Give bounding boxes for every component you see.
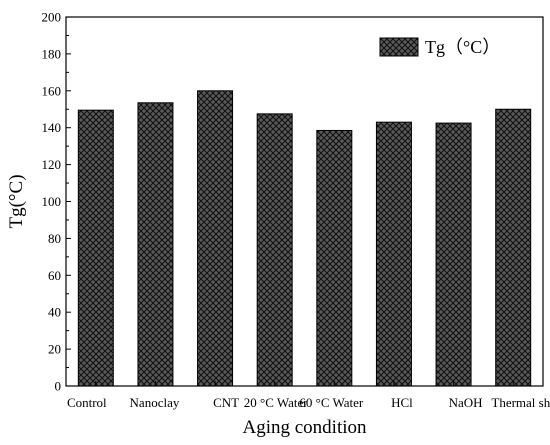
y-tick-label: 200 bbox=[42, 10, 62, 25]
x-axis-title: Aging condition bbox=[242, 417, 367, 438]
legend-label: Tg（°C） bbox=[425, 37, 500, 57]
y-tick-label: 160 bbox=[42, 83, 62, 98]
y-tick-label: 180 bbox=[42, 46, 62, 61]
x-tick-label: HCl bbox=[391, 395, 413, 410]
y-tick-label: 120 bbox=[42, 157, 62, 172]
y-axis: 0 20 40 60 80 100 120 140 160 180 200 bbox=[42, 10, 71, 394]
bar bbox=[375, 121, 412, 387]
y-tick-label: 140 bbox=[42, 120, 62, 135]
y-tick-label: 0 bbox=[55, 379, 62, 394]
x-tick-label: 60 °C Water bbox=[299, 395, 364, 410]
y-tick-label: 20 bbox=[48, 342, 61, 357]
bar bbox=[256, 113, 293, 387]
y-tick-label: 60 bbox=[48, 268, 61, 283]
x-tick-label: Nanoclay bbox=[130, 395, 180, 410]
bars-group bbox=[77, 90, 532, 387]
legend-swatch bbox=[379, 37, 419, 57]
x-tick-label: Thermal shock bbox=[491, 395, 550, 410]
y-tick-label: 100 bbox=[42, 194, 62, 209]
bar bbox=[316, 129, 353, 387]
y-axis-title: Tg(°C) bbox=[6, 174, 27, 228]
x-tick-label: Control bbox=[67, 395, 107, 410]
x-tick-label: CNT bbox=[213, 395, 239, 410]
x-tick-label: 20 °C Water bbox=[244, 395, 309, 410]
legend: Tg（°C） bbox=[379, 37, 500, 57]
x-tick-label: NaOH bbox=[449, 395, 483, 410]
bar bbox=[197, 90, 234, 387]
bar bbox=[435, 122, 472, 387]
bar bbox=[137, 102, 174, 387]
y-tick-label: 40 bbox=[48, 305, 61, 320]
bar bbox=[495, 108, 532, 387]
bar bbox=[77, 109, 114, 387]
y-tick-label: 80 bbox=[48, 231, 61, 246]
